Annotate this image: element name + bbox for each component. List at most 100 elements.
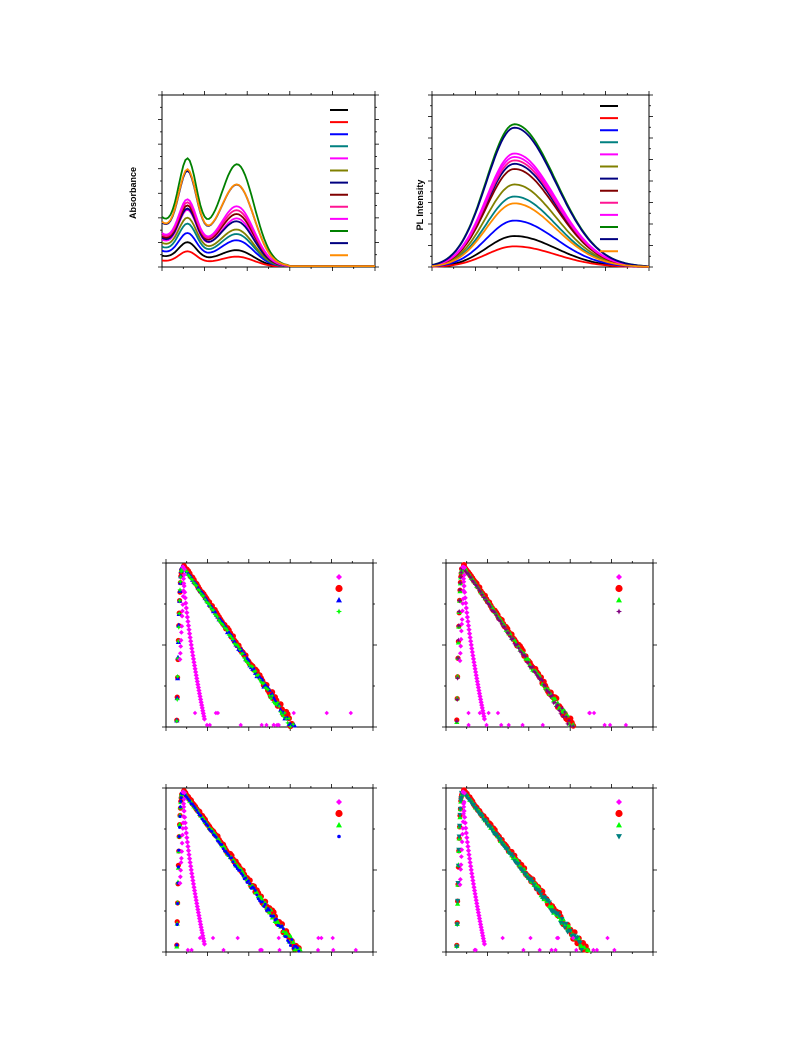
pl-series-line: [431, 202, 650, 268]
decay-marker: [568, 928, 573, 934]
pl-series-line: [431, 126, 650, 268]
decay-marker: [464, 614, 470, 620]
decay-marker: [246, 879, 250, 883]
decay-marker: [230, 856, 234, 860]
decay-marker: [468, 642, 474, 648]
decay-marker: [461, 588, 466, 593]
decay-marker: [521, 652, 527, 658]
decay-marker: [457, 587, 463, 593]
decay-marker: [471, 803, 477, 808]
decay-points: [454, 562, 629, 729]
decay-marker: [176, 624, 182, 630]
decay-marker: [195, 808, 201, 813]
decay-marker: [288, 933, 293, 938]
absorbance-chart: Absorbance: [128, 91, 379, 271]
decay-marker: [527, 661, 533, 667]
decay-marker: [258, 894, 264, 899]
decay-marker: [234, 642, 240, 648]
decay-marker: [184, 569, 190, 574]
decay-marker: [287, 940, 291, 944]
decay-marker: [177, 874, 183, 880]
decay-marker: [495, 710, 501, 716]
decay-marker: [186, 627, 192, 633]
decay-marker: [457, 812, 463, 818]
decay-marker: [521, 947, 526, 953]
decay-marker: [284, 935, 288, 939]
decay-marker: [180, 602, 186, 608]
decay-marker: [460, 831, 465, 837]
decay-marker: [556, 708, 562, 713]
decay-marker: [212, 612, 218, 617]
decay-marker: [559, 705, 565, 711]
decay-marker: [488, 604, 493, 610]
decay-marker: [290, 938, 294, 941]
decay-marker: [255, 893, 259, 897]
decay-marker: [468, 575, 474, 581]
decay-marker: [248, 663, 254, 669]
decay-marker: [227, 853, 231, 857]
decay-marker: [479, 592, 485, 598]
decay-marker: [232, 638, 237, 644]
decay-marker: [530, 879, 535, 885]
decay-marker: [195, 808, 199, 812]
decay-marker: [500, 935, 505, 941]
decay-marker: [181, 796, 187, 802]
decay-marker: [179, 623, 185, 629]
decay-marker: [219, 621, 225, 627]
decay-marker: [523, 654, 528, 659]
decay-marker: [256, 897, 260, 901]
decay-marker: [263, 902, 267, 906]
decay-marker: [221, 847, 225, 851]
absorbance-plot-frame: [161, 94, 376, 268]
decay-marker: [178, 643, 184, 649]
decay-marker: [241, 874, 245, 877]
pl-series-line: [431, 219, 650, 268]
absorbance-ylabel: Absorbance: [128, 167, 138, 219]
decay-marker: [484, 820, 489, 825]
decay-marker: [184, 835, 190, 841]
decay-marker: [192, 582, 198, 588]
decay-marker: [499, 841, 505, 846]
decay-marker: [177, 848, 181, 852]
decay-marker: [267, 908, 271, 912]
decay-marker: [549, 904, 555, 909]
decay-marker: [587, 710, 593, 716]
decay-marker: [459, 628, 464, 634]
decay-marker: [528, 935, 533, 941]
decay-marker: [458, 574, 464, 580]
decay-marker: [194, 903, 200, 910]
decay-marker: [482, 595, 488, 601]
decay-marker: [254, 889, 260, 895]
decay-marker: [199, 814, 203, 818]
decay-marker: [458, 862, 464, 868]
decay-marker: [456, 834, 462, 840]
decay-marker: [264, 722, 269, 728]
decay-marker: [545, 688, 551, 694]
decay-marker: [177, 579, 183, 585]
decay-chart-1: [162, 559, 377, 731]
decay-marker: [204, 599, 209, 605]
decay-points: [454, 787, 617, 954]
decay-marker: [286, 716, 292, 721]
decay-marker: [520, 722, 525, 728]
decay-marker: [196, 811, 200, 815]
decay-marker: [505, 847, 510, 852]
decay-marker: [499, 722, 504, 728]
decay-marker: [455, 898, 461, 904]
decay-marker: [486, 710, 491, 716]
decay-marker: [190, 656, 197, 662]
decay-marker: [566, 718, 572, 723]
decay-ticks: [442, 559, 657, 731]
decay-marker: [481, 716, 488, 722]
decay-marker: [549, 692, 555, 698]
decay-marker: [463, 568, 468, 574]
decay-marker: [330, 935, 335, 941]
decay-marker: [552, 696, 558, 701]
decay-marker: [191, 659, 197, 665]
decay-marker: [495, 615, 500, 621]
decay-marker: [291, 946, 295, 950]
absorbance-curves: [161, 157, 375, 267]
decay-marker: [481, 941, 488, 947]
decay-marker: [262, 904, 266, 908]
decay-marker: [179, 613, 185, 619]
